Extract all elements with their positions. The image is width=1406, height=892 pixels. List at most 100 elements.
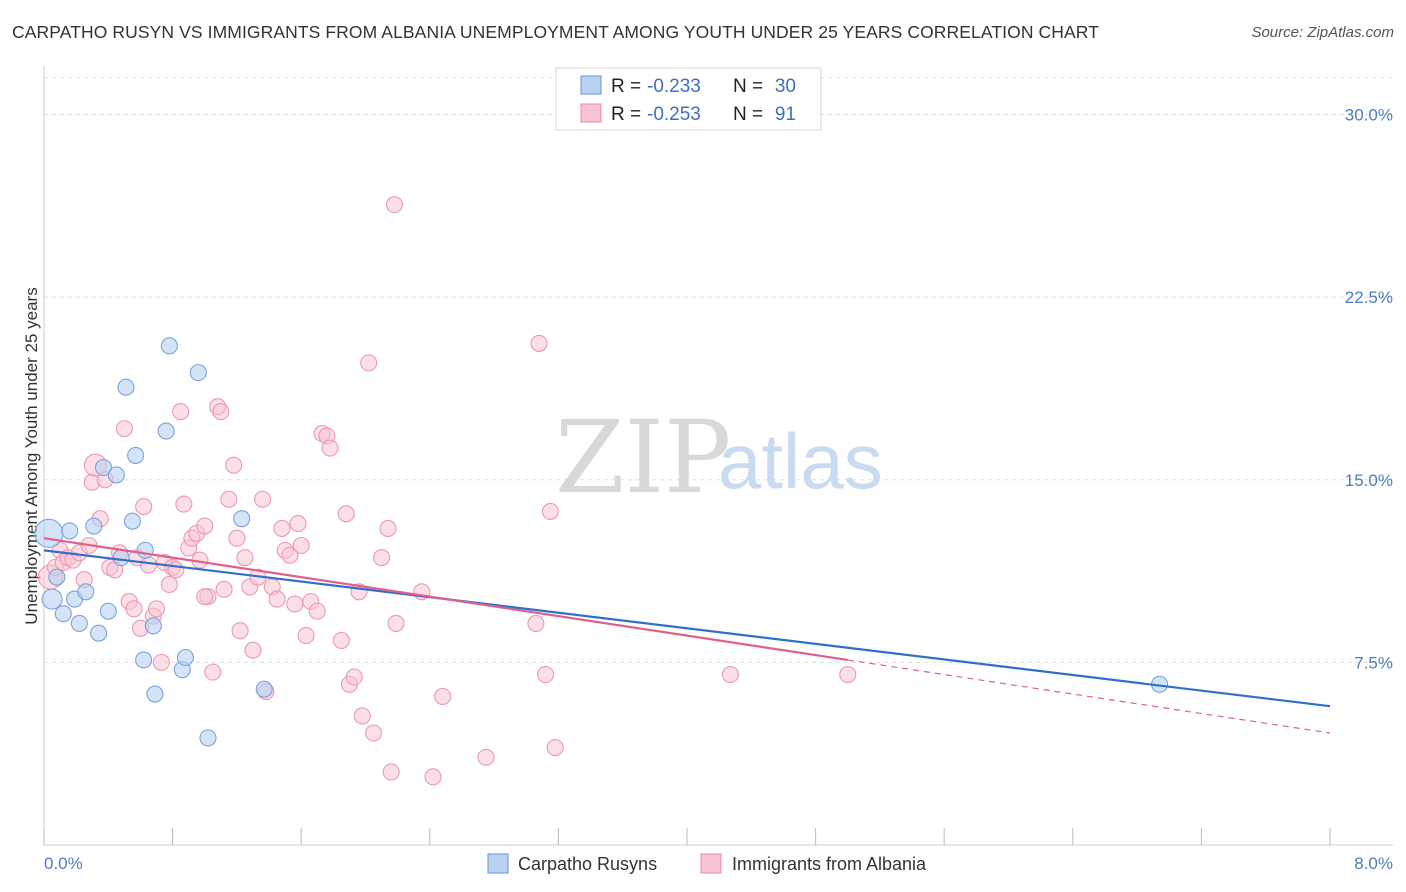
watermark: ZIP atlas [555, 399, 883, 516]
albania-point [135, 497, 153, 516]
albania-point [289, 515, 307, 533]
albania-point [364, 724, 383, 742]
albania-point [536, 666, 555, 684]
albania-point [175, 495, 193, 513]
watermark-atlas: atlas [718, 417, 883, 505]
albania-point [152, 653, 170, 671]
albania-point [268, 590, 286, 608]
albania-point [477, 748, 495, 766]
rusyn-point [255, 680, 273, 698]
albania-point [125, 600, 143, 618]
y-axis-label: Unemployment Among Youth under 25 years [22, 287, 41, 624]
albania-point [231, 622, 249, 640]
rusyn-point [176, 648, 195, 667]
legend-r-value-1: -0.233 [647, 76, 701, 97]
rusyn-point [160, 337, 178, 355]
albania-point [196, 588, 214, 606]
rusyn-point [54, 605, 72, 623]
albania-point [139, 556, 158, 574]
y-tick-label: 22.5% [1345, 288, 1393, 307]
albania-point [345, 668, 363, 686]
albania-point [115, 420, 133, 438]
rusyn-point [157, 422, 175, 440]
albania-point [332, 631, 350, 650]
albania-point [530, 334, 548, 352]
albania-point [286, 595, 304, 613]
albania-point [212, 403, 230, 421]
rusyn-point [77, 583, 95, 601]
bottom-legend-label-albania: Immigrants from Albania [732, 854, 927, 874]
legend-r-label-1: R = [611, 76, 641, 97]
rusyn-point [135, 651, 153, 669]
rusyn-point [41, 588, 63, 610]
albania-point [308, 602, 326, 620]
albania-point [546, 739, 564, 757]
series-rusyn-points [34, 337, 1169, 747]
watermark-zip: ZIP [555, 399, 731, 516]
albania-trend-line [43, 537, 848, 662]
legend-swatch-rusyn [580, 75, 602, 95]
albania-point [297, 627, 315, 645]
legend-box: R = -0.233 N = 30 R = -0.253 N = 91 [555, 67, 822, 131]
x-tick-label-min: 0.0% [44, 854, 83, 873]
albania-point [721, 666, 739, 684]
source-label: Source: ZipAtlas.com [1251, 24, 1394, 41]
albania-point [281, 546, 299, 564]
rusyn-point [112, 549, 130, 567]
legend-n-label-2: N = [733, 104, 763, 125]
rusyn-point [48, 568, 66, 586]
bottom-legend-swatch-albania [700, 853, 722, 874]
legend-r-label-2: R = [611, 104, 641, 125]
albania-point [220, 490, 238, 508]
albania-point [236, 549, 254, 567]
rusyn-point [117, 378, 135, 396]
rusyn-point [233, 510, 251, 528]
albania-trend-extension [847, 659, 1331, 734]
rusyn-point [146, 685, 164, 703]
albania-point [196, 517, 214, 535]
rusyn-point [136, 541, 154, 559]
rusyn-point [94, 459, 113, 477]
x-tick-label-max: 8.0% [1354, 854, 1393, 873]
legend-n-value-2: 91 [775, 104, 796, 125]
albania-point [385, 196, 403, 214]
rusyn-point [90, 624, 108, 642]
rusyn-point [107, 466, 125, 484]
albania-point [160, 575, 178, 594]
rusyn-point [189, 364, 207, 382]
albania-point [373, 549, 391, 567]
rusyn-point [99, 602, 117, 620]
rusyn-point [123, 512, 141, 530]
albania-point [382, 763, 400, 781]
albania-point [204, 663, 222, 681]
rusyn-trend-line [43, 549, 1331, 708]
y-tick-label: 30.0% [1345, 106, 1393, 125]
rusyn-point [61, 522, 79, 540]
legend-swatch-albania [580, 103, 602, 123]
albania-point [434, 687, 452, 706]
rusyn-point [85, 517, 103, 535]
albania-point [167, 561, 185, 579]
albania-point [273, 519, 291, 538]
bottom-legend: Carpatho Rusyns Immigrants from Albania [487, 853, 927, 874]
albania-point [424, 768, 442, 786]
albania-point [244, 641, 262, 659]
albania-point [360, 354, 378, 372]
trend-lines [43, 537, 1331, 734]
albania-point [353, 707, 371, 725]
rusyn-point [34, 518, 64, 548]
albania-point [228, 529, 246, 547]
albania-point [839, 666, 857, 684]
albania-point [387, 614, 405, 632]
albania-point [379, 519, 397, 538]
legend-n-value-1: 30 [775, 76, 796, 97]
albania-point [527, 614, 545, 632]
bottom-legend-label-rusyn: Carpatho Rusyns [518, 854, 657, 874]
albania-point [254, 490, 272, 508]
rusyn-point [144, 617, 162, 635]
x-tick-labels: 0.0% 8.0% [44, 854, 1393, 873]
legend-n-label-1: N = [733, 76, 763, 97]
albania-point [292, 536, 310, 555]
y-tick-labels: 7.5% 15.0% 22.5% 30.0% [1345, 106, 1393, 673]
